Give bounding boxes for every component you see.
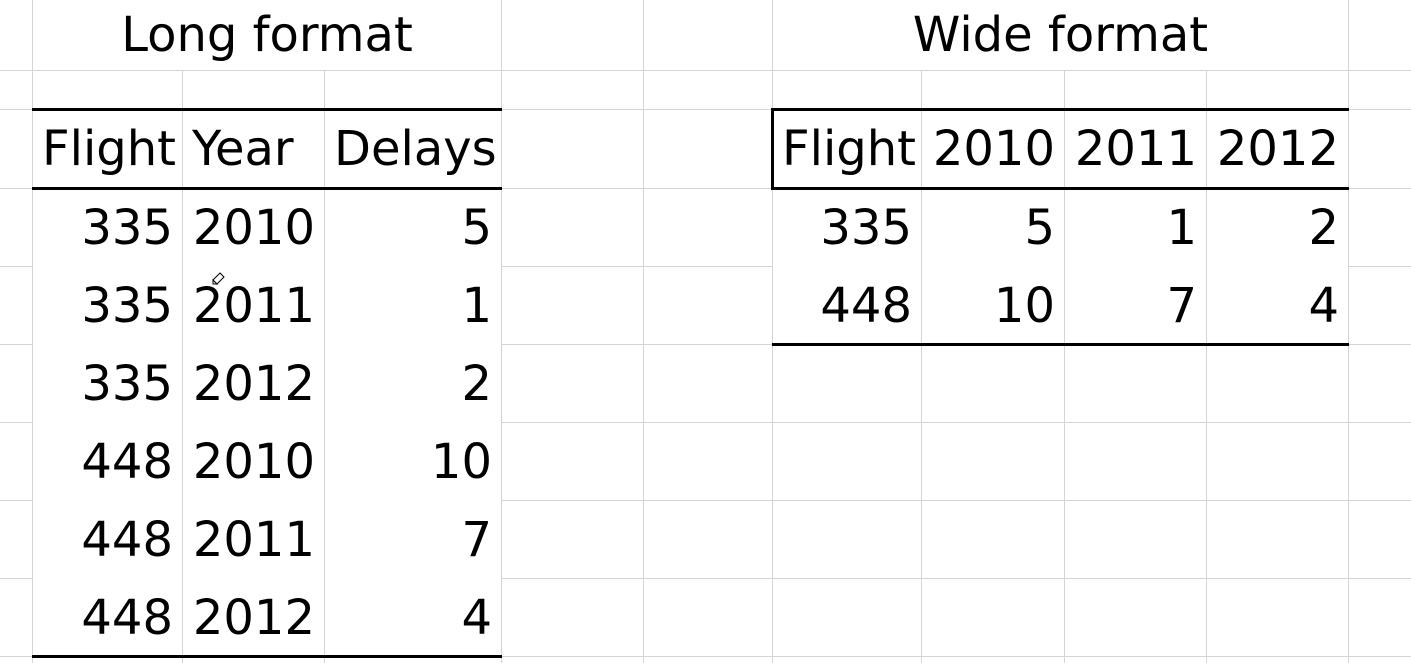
long-cell-year[interactable]: 2012 [183,580,324,657]
long-cell-delays[interactable]: 10 [325,424,501,501]
long-table-top-border [32,108,502,111]
grid-row-line [0,422,1411,423]
long-cell-flight[interactable]: 335 [33,346,182,423]
long-cell-year[interactable]: 2012 [183,346,324,423]
long-cell-delays[interactable]: 4 [325,580,501,657]
long-format-title[interactable]: Long format [33,0,501,70]
grid-column-line [1206,0,1207,663]
long-cell-year[interactable]: 2010 [183,424,324,501]
long-cell-delays[interactable]: 5 [325,190,501,267]
wide-cell-delays[interactable]: 10 [922,268,1064,345]
wide-cell-delays[interactable]: 4 [1207,268,1348,345]
grid-column-line [182,0,183,663]
grid-row-line [0,578,1411,579]
wide-cell-delays[interactable]: 5 [922,190,1064,267]
long-cell-year[interactable]: 2011 [183,502,324,579]
grid-column-line [324,0,325,663]
long-cell-year[interactable]: 2010 [183,190,324,267]
grid-column-line [501,0,502,663]
wide-format-title[interactable]: Wide format [773,0,1348,70]
long-cell-delays[interactable]: 2 [325,346,501,423]
grid-row-line [0,656,1411,657]
grid-row-line [0,344,1411,345]
wide-header-year[interactable]: 2011 [1065,111,1206,188]
wide-cell-delays[interactable]: 7 [1065,268,1206,345]
grid-row-line [0,188,1411,189]
wide-header-year[interactable]: 2010 [922,111,1064,188]
wide-table-left-border [771,108,774,190]
long-cell-delays[interactable]: 1 [325,268,501,345]
grid-column-line [643,0,644,663]
grid-column-line [772,0,773,663]
grid-row-line [0,70,1411,71]
long-table-header-border [32,187,502,190]
long-header-flight[interactable]: Flight [33,111,182,188]
wide-cell-flight[interactable]: 448 [773,268,921,345]
wide-table-bottom-border [772,343,1349,346]
wide-header-year[interactable]: 2012 [1207,111,1348,188]
long-cell-delays[interactable]: 7 [325,502,501,579]
long-cell-flight[interactable]: 335 [33,190,182,267]
mouse-cursor-icon [212,272,225,285]
long-header-year[interactable]: Year [183,111,324,188]
wide-cell-delays[interactable]: 1 [1065,190,1206,267]
wide-cell-delays[interactable]: 2 [1207,190,1348,267]
long-cell-flight[interactable]: 448 [33,424,182,501]
grid-column-line [921,0,922,663]
long-header-delays[interactable]: Delays [325,111,501,188]
long-cell-flight[interactable]: 448 [33,580,182,657]
grid-column-line [32,0,33,663]
long-cell-flight[interactable]: 448 [33,502,182,579]
long-cell-flight[interactable]: 335 [33,268,182,345]
long-table-bottom-border [32,655,502,658]
grid-row-line [0,266,1411,267]
grid-column-line [1064,0,1065,663]
grid-row-line [0,500,1411,501]
wide-table-header-border [772,187,1349,190]
grid-row-line [0,109,1411,110]
wide-table-top-border [772,108,1349,111]
grid-column-line [1348,0,1349,663]
long-cell-year[interactable]: 2011 [183,268,324,345]
wide-header-flight[interactable]: Flight [773,111,921,188]
wide-cell-flight[interactable]: 335 [773,190,921,267]
